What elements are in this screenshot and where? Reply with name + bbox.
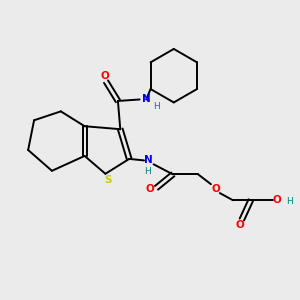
Text: H: H <box>153 101 160 110</box>
Text: O: O <box>100 71 109 81</box>
Text: H: H <box>145 167 151 176</box>
Text: S: S <box>104 175 112 185</box>
Text: O: O <box>236 220 245 230</box>
Text: O: O <box>146 184 154 194</box>
Text: H: H <box>286 196 293 206</box>
Text: N: N <box>144 155 153 165</box>
Text: N: N <box>142 94 151 104</box>
Text: O: O <box>212 184 220 194</box>
Text: O: O <box>272 195 281 205</box>
